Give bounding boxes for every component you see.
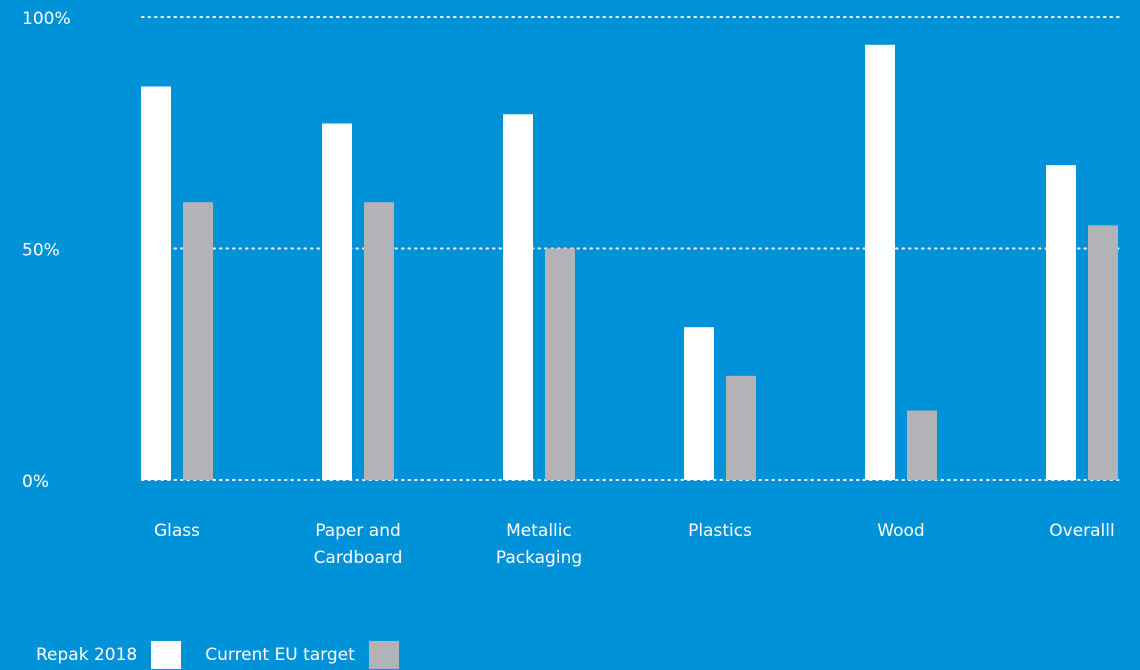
bar-eu-target [545, 248, 575, 480]
x-tick-label: Plastics [688, 521, 752, 541]
x-axis-labels: Glass Paper and Cardboard Metallic Packaging… [154, 521, 1115, 568]
bar-repak [1046, 165, 1076, 480]
x-tick-label: Wood [877, 521, 924, 541]
x-tick-label: Metallic Packaging [496, 521, 582, 568]
bars [141, 44, 1118, 481]
legend-swatch-eu-target [368, 641, 399, 669]
gridlines [141, 16, 1121, 481]
legend-label-eu-target: Current EU target [205, 645, 355, 665]
legend-item-eu-target: Current EU target [205, 641, 399, 669]
legend-swatch-repak [151, 641, 182, 669]
bar-eu-target [364, 202, 394, 480]
bar-repak [684, 327, 714, 480]
bar-repak [503, 114, 533, 480]
y-tick-label: 0% [22, 472, 49, 492]
y-axis-ticks: 0% 50% 100% [22, 9, 71, 492]
y-tick-label: 50% [22, 241, 60, 261]
legend: Repak 2018 Current EU target [36, 641, 423, 669]
x-tick-label: Paper and Cardboard [314, 521, 403, 568]
bar-eu-target [183, 202, 213, 480]
bar-repak [865, 44, 895, 480]
legend-item-repak: Repak 2018 [36, 641, 182, 669]
bar-eu-target [907, 410, 937, 480]
x-tick-label: Overalll [1049, 521, 1114, 541]
bar-chart: 0% 50% 100% Glass Paper and Cardboard Metalli… [22, 9, 1121, 568]
bar-eu-target [1088, 225, 1118, 480]
bar-eu-target [726, 375, 756, 480]
legend-label-repak: Repak 2018 [36, 645, 138, 665]
bar-repak [322, 123, 352, 481]
y-tick-label: 100% [22, 9, 71, 29]
x-tick-label: Glass [154, 521, 200, 541]
bar-repak [141, 86, 171, 480]
